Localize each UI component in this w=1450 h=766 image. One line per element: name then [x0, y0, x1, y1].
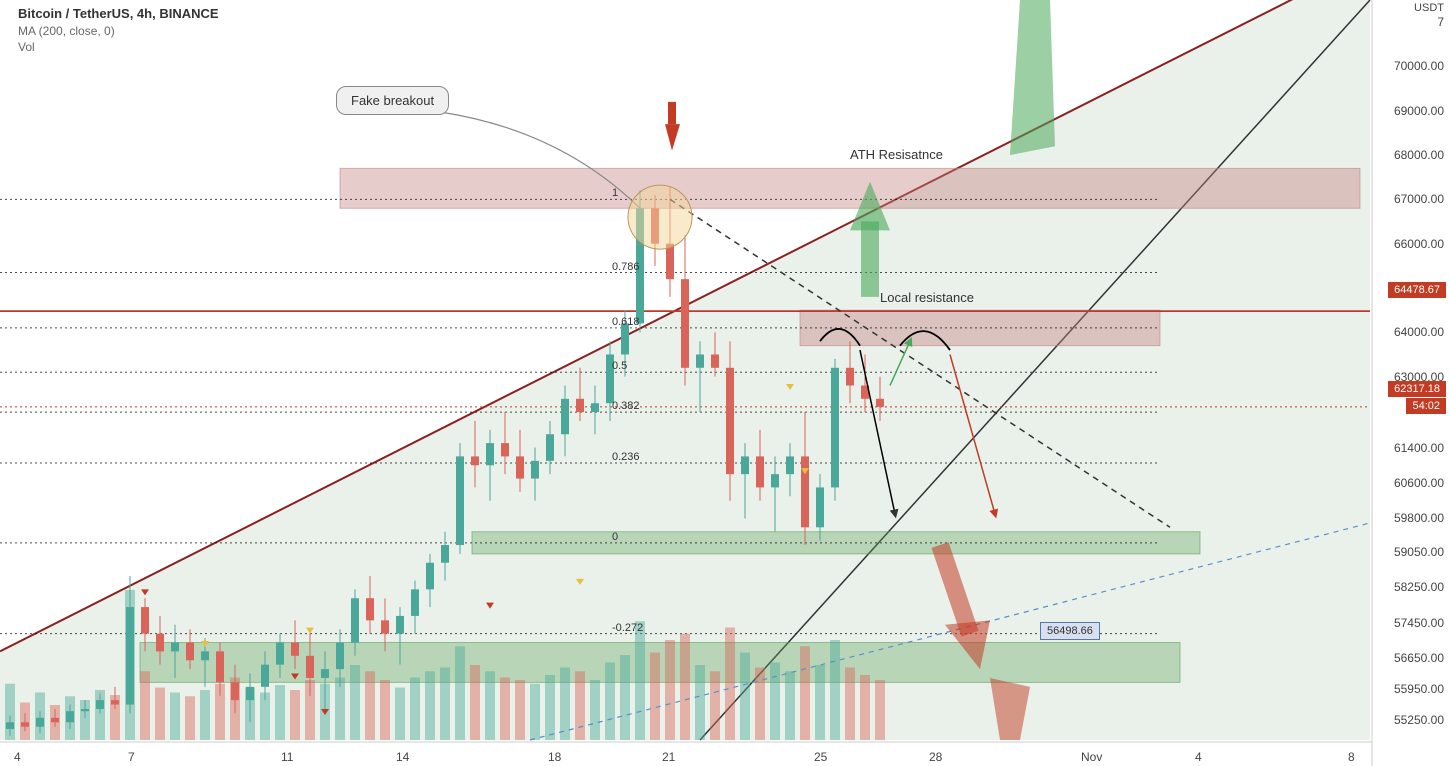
local-resistance-text: Local resistance [880, 290, 974, 305]
y-tick-label: 61400.00 [1394, 441, 1444, 455]
y-tick-label: 70000.00 [1394, 59, 1444, 73]
y-tick-label: 64000.00 [1394, 325, 1444, 339]
y-tick-label: 58250.00 [1394, 580, 1444, 594]
y-tick-label: 60600.00 [1394, 476, 1444, 490]
x-tick-label: 21 [662, 750, 675, 764]
y-tick-label: 56650.00 [1394, 651, 1444, 665]
x-tick-label: 7 [128, 750, 135, 764]
x-tick-label: 8 [1348, 750, 1355, 764]
blue-price-tag: 56498.66 [1040, 622, 1100, 640]
y-tick-label: 55250.00 [1394, 713, 1444, 727]
x-tick-label: 4 [1195, 750, 1202, 764]
ma-label: MA (200, close, 0) [18, 24, 115, 38]
y-tick-label: 7 [1437, 15, 1444, 29]
y-tick-label: 57450.00 [1394, 616, 1444, 630]
x-tick-label: 28 [929, 750, 942, 764]
y-tick-label: 55950.00 [1394, 682, 1444, 696]
x-tick-label: 14 [396, 750, 409, 764]
fib-level-label: 1 [612, 187, 618, 199]
current-price-tag: 62317.18 [1388, 381, 1446, 397]
fib-level-label: 0.786 [612, 261, 640, 273]
y-tick-label: 59050.00 [1394, 545, 1444, 559]
fib-level-label: 0 [612, 531, 618, 543]
x-tick-label: 18 [548, 750, 561, 764]
y-tick-label: 69000.00 [1394, 104, 1444, 118]
y-tick-label: 59800.00 [1394, 511, 1444, 525]
red-price-line-tag: 64478.67 [1388, 282, 1446, 298]
pair-title: Bitcoin / TetherUS, 4h, BINANCE [18, 6, 219, 21]
x-tick-label: 25 [814, 750, 827, 764]
fib-level-label: 0.382 [612, 400, 640, 412]
fake-breakout-annotation: Fake breakout [336, 86, 449, 115]
x-tick-label: 11 [281, 750, 293, 764]
y-tick-label: 68000.00 [1394, 148, 1444, 162]
y-unit-label: USDT [1414, 2, 1444, 14]
chart-container: Bitcoin / TetherUS, 4h, BINANCE MA (200,… [0, 0, 1450, 766]
chart-svg[interactable] [0, 0, 1450, 766]
fib-level-label: 0.5 [612, 360, 627, 372]
countdown-tag: 54:02 [1406, 398, 1446, 414]
y-tick-label: 67000.00 [1394, 192, 1444, 206]
fib-level-label: -0.272 [612, 622, 643, 634]
vol-label: Vol [18, 40, 35, 54]
ath-resistance-text: ATH Resisatnce [850, 147, 943, 162]
x-tick-label: 4 [14, 750, 21, 764]
fib-level-label: 0.618 [612, 316, 640, 328]
y-tick-label: 66000.00 [1394, 237, 1444, 251]
x-tick-label: Nov [1081, 750, 1102, 764]
fib-level-label: 0.236 [612, 451, 640, 463]
